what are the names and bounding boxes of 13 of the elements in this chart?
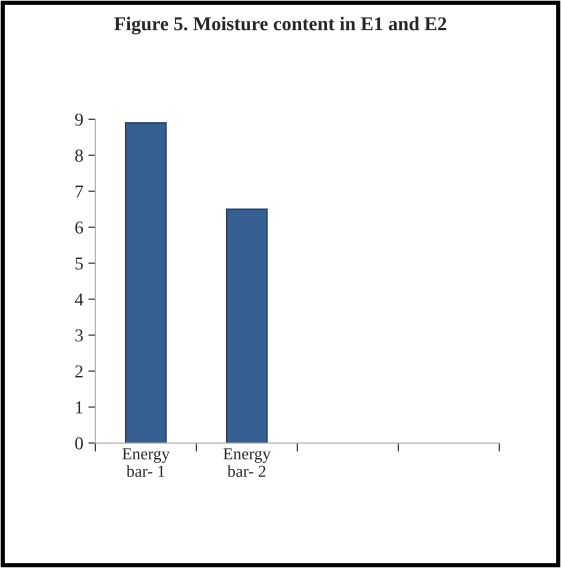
y-tick-label: 2 (75, 365, 83, 378)
y-tick-label: 8 (75, 150, 83, 162)
x-tick-label: Energy bar- 2 (223, 448, 271, 477)
y-tick-label: 1 (76, 401, 82, 414)
y-tick-label: 9 (75, 114, 83, 126)
y-tick-label: 5 (76, 258, 83, 270)
y-tick-label: 4 (74, 294, 84, 306)
y-tick-label: 0 (75, 437, 83, 450)
chart-title: Figure 5. Moisture content in E1 and E2 (114, 16, 446, 34)
x-tick-label: Energy bar- 1 (122, 448, 170, 477)
y-tick-label: 3 (75, 329, 83, 342)
y-tick-label: 7 (76, 186, 84, 198)
y-tick-label: 6 (75, 222, 84, 234)
